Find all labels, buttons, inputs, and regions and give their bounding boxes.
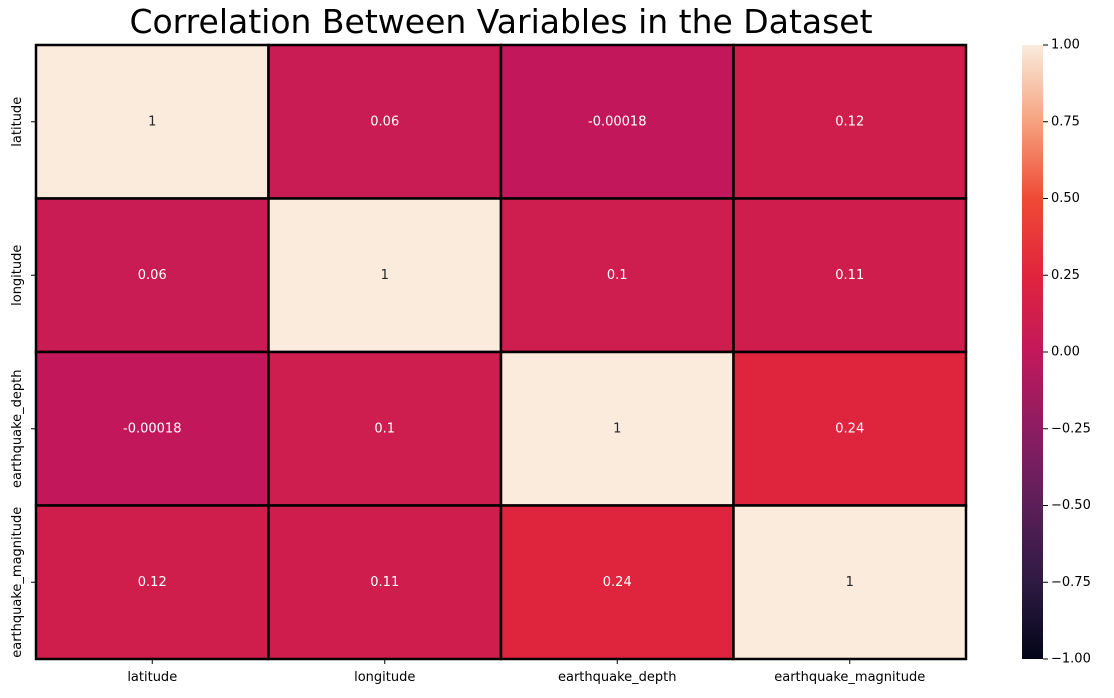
heatmap-cell [267,197,503,354]
cell-annotation: 1 [613,421,621,436]
colorbar-gradient [1022,45,1043,659]
heatmap-cell [732,504,968,661]
y-tick-label: earthquake_depth [10,369,25,488]
x-tick-label: earthquake_depth [558,670,677,685]
cell-annotation: 0.1 [607,268,628,283]
heatmap-cell [732,197,968,354]
heatmap-cell [34,43,270,200]
colorbar-tick-label: 0.75 [1051,114,1080,129]
cell-annotation: 0.12 [138,575,167,590]
x-tick-label: earthquake_magnitude [774,670,925,685]
cell-annotation: 0.24 [603,575,632,590]
cell-annotation: 0.24 [835,421,864,436]
heatmap-cell [499,43,735,200]
colorbar: 1.00 0.75 0.50 0.25 0.00 −0.25 −0.50 −0.75 −1.00 [1022,38,1091,667]
colorbar-tick-label: 0.00 [1051,345,1080,360]
y-tick-label: longitude [10,245,25,306]
x-tick-label: latitude [127,670,177,685]
x-tick-label: longitude [354,670,415,685]
heatmap-cells [34,43,968,661]
cell-annotation: 0.11 [835,268,864,283]
y-tick-label: latitude [10,97,25,147]
heatmap-annotations: 1 0.06 -0.00018 0.120.06 1 0.1 0.11-0.00018 0.1… [123,114,864,590]
cell-annotation: 0.1 [374,421,395,436]
colorbar-tick-label: −1.00 [1051,652,1091,667]
cell-annotation: 0.12 [835,114,864,129]
colorbar-tick-label: −0.50 [1051,498,1091,513]
colorbar-tick-label: 0.25 [1051,268,1080,283]
colorbar-tick-label: −0.25 [1051,421,1091,436]
heatmap-cell [34,197,270,354]
y-tick-label: earthquake_magnitude [10,507,25,658]
heatmap-cell [732,43,968,200]
heatmap-cell [34,504,270,661]
cell-annotation: 0.06 [138,268,167,283]
cell-annotation: -0.00018 [123,421,181,436]
cell-annotation: 1 [148,114,156,129]
colorbar-tick-label: −0.75 [1051,575,1091,590]
cell-annotation: 0.06 [370,114,399,129]
y-axis: latitude longitude earthquake_depthearthqu… [10,97,36,658]
colorbar-tick-label: 1.00 [1051,38,1080,53]
colorbar-tick-label: 0.50 [1051,191,1080,206]
x-axis: latitude longitude earthquake_depth earthqu… [127,659,925,685]
heatmap-cell [732,350,968,507]
cell-annotation: -0.00018 [588,114,646,129]
cell-annotation: 0.11 [370,575,399,590]
heatmap-cell [267,504,503,661]
chart-title: Correlation Between Variables in the Dat… [129,2,873,41]
heatmap-cell [267,43,503,200]
heatmap-cell [267,350,503,507]
cell-annotation: 1 [381,268,389,283]
cell-annotation: 1 [846,575,854,590]
